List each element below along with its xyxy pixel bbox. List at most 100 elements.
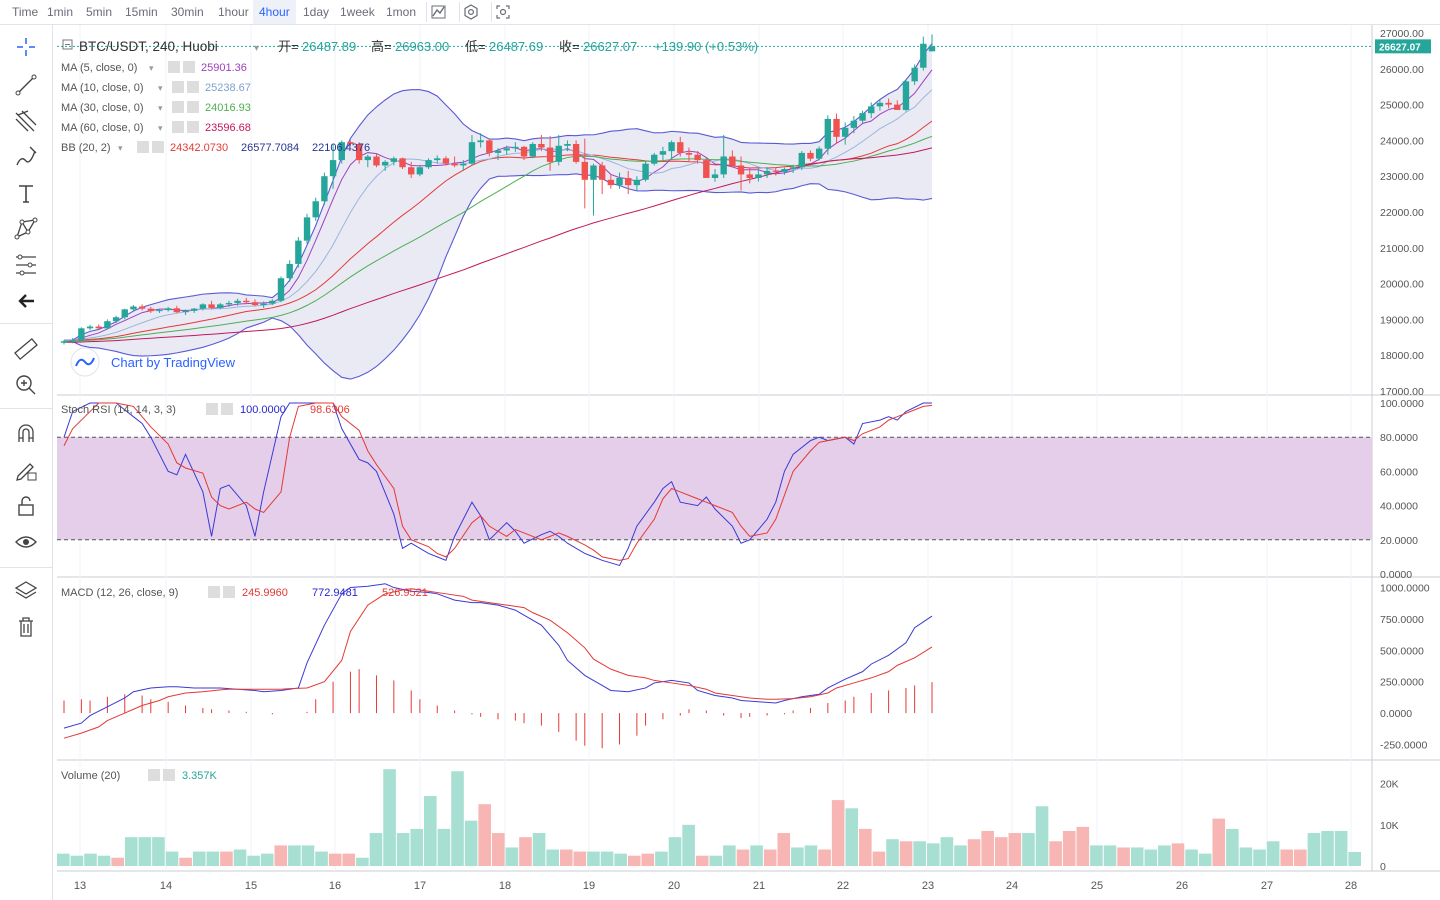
last-price-box (1375, 39, 1431, 54)
volume-bar (124, 837, 138, 866)
timeframe-30min[interactable]: 30min (171, 5, 204, 19)
candle (468, 142, 476, 164)
candle (303, 217, 311, 241)
volume-bar (1117, 847, 1130, 866)
candle (104, 321, 111, 329)
candle (164, 308, 172, 311)
candle (668, 142, 675, 152)
timeframe-1mon[interactable]: 1mon (386, 5, 417, 19)
ruler-icon[interactable] (12, 335, 40, 363)
lock-drawing-icon[interactable] (12, 456, 40, 484)
candle (781, 169, 788, 172)
volume-bar (179, 857, 192, 866)
candle (807, 152, 814, 159)
candle (338, 142, 345, 161)
eye-icon[interactable] (12, 528, 40, 556)
indicator-dropdown-icon: ▾ (158, 123, 163, 133)
time-tick: 22 (837, 880, 849, 892)
volume-bar (356, 857, 369, 866)
volume-bar (655, 851, 668, 866)
trend-line-icon[interactable] (12, 71, 40, 99)
volume-bar (97, 855, 111, 866)
timeframe-5min[interactable]: 5min (86, 5, 113, 19)
candle (625, 177, 632, 186)
stoch-tick: 100.0000 (1380, 398, 1424, 410)
volume-bar (1212, 818, 1226, 866)
candle (737, 165, 745, 175)
crosshair-icon[interactable] (12, 33, 40, 61)
timeframe-1min[interactable]: 1min (47, 5, 74, 19)
zoom-in-icon[interactable] (12, 371, 40, 399)
pane-title: Stoch RSI (14, 14, 3, 3) (61, 404, 176, 416)
fib-icon[interactable] (12, 251, 40, 279)
trash-icon[interactable] (12, 613, 40, 641)
watermark-text: Chart by TradingView (111, 355, 236, 370)
timeframe-4hour[interactable]: 4hour (253, 0, 296, 24)
timeframe-1week[interactable]: 1week (340, 5, 375, 19)
time-tick: 23 (922, 880, 934, 892)
macd-tick: -250.0000 (1380, 739, 1427, 751)
macd-tick: 1000.0000 (1380, 583, 1430, 595)
volume-bar (328, 853, 342, 866)
timeframe-1hour[interactable]: 1hour (218, 5, 249, 19)
settings-hex-icon[interactable] (459, 2, 482, 22)
pane-value: 100.0000 (240, 404, 286, 416)
candle (347, 142, 354, 144)
screenshot-icon[interactable] (491, 2, 514, 22)
timeframe-1day[interactable]: 1day (303, 5, 330, 19)
time-tick: 28 (1345, 880, 1357, 892)
indicator-name: MA (10, close, 0) (61, 82, 144, 94)
indicator-value: 24342.0730 (170, 142, 228, 154)
pane-title: MACD (12, 26, close, 9) (61, 587, 178, 599)
pattern-icon[interactable] (12, 215, 40, 243)
volume-bar (940, 837, 954, 866)
text-tool-icon[interactable] (12, 179, 40, 207)
volume-bar (519, 837, 532, 866)
macd-tick: 750.0000 (1380, 614, 1424, 626)
volume-bar (668, 837, 682, 866)
volume-bar (587, 851, 600, 866)
indicator-value: 24016.93 (205, 102, 251, 114)
bb-upper-line (63, 43, 933, 341)
volume-bar (1171, 843, 1185, 866)
volume-bar (791, 847, 804, 866)
volume-bar (410, 828, 424, 866)
unlock-icon[interactable] (12, 492, 40, 520)
macd-tick: 500.0000 (1380, 645, 1424, 657)
candle (694, 154, 701, 161)
volume-bar (1049, 841, 1062, 866)
candle (364, 156, 371, 161)
candle (703, 160, 710, 178)
pitchfork-icon[interactable] (12, 107, 40, 135)
price-tick: 23000.00 (1380, 171, 1424, 183)
candle (642, 163, 649, 180)
magnet-icon[interactable] (12, 420, 40, 448)
volume-bar (532, 833, 546, 866)
candle (399, 158, 406, 168)
back-arrow-icon[interactable] (12, 287, 40, 315)
volume-bar (1090, 845, 1103, 866)
candle (381, 161, 389, 166)
candle (416, 167, 424, 175)
candle (173, 308, 181, 313)
pane-value: 526.9521 (382, 587, 428, 599)
pane-value: 245.9960 (242, 587, 288, 599)
volume-bar (1280, 849, 1294, 866)
volume-bar (383, 769, 396, 866)
price-tick: 24000.00 (1380, 135, 1424, 147)
candle (243, 300, 250, 303)
volume-bar (111, 857, 124, 866)
ohlc-open-label: 开= (278, 39, 299, 54)
stoch-rsi-pane: 100.0000 80.0000 60.0000 40.0000 20.0000 0.00… (57, 398, 1424, 581)
layers-icon[interactable] (12, 577, 40, 605)
candle (494, 150, 502, 153)
timeframe-15min[interactable]: 15min (125, 5, 158, 19)
macd-signal-line (63, 588, 933, 739)
volume-bar (396, 833, 410, 866)
volume-bar (831, 800, 845, 866)
candle (408, 167, 415, 175)
chart-type-icon[interactable] (426, 2, 449, 22)
candle (434, 158, 441, 161)
brush-icon[interactable] (12, 143, 40, 171)
